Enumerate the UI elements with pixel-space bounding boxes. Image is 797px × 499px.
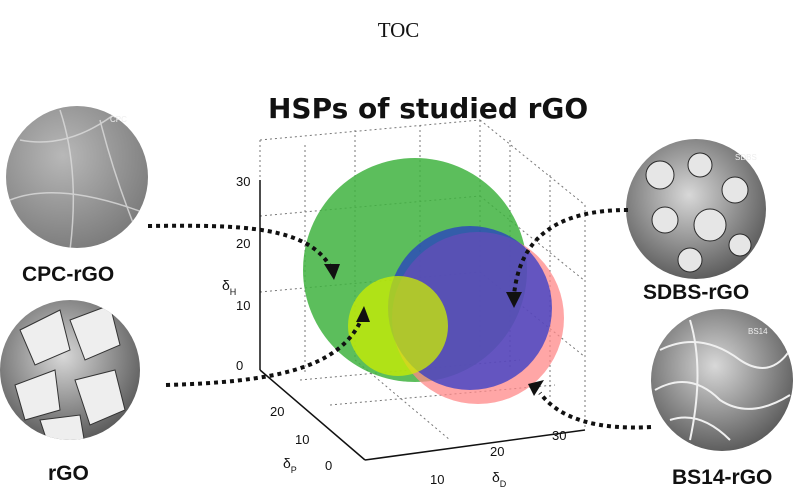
x-tick-label: 30 [552, 428, 566, 443]
arrow-sdbs-rgo [512, 208, 629, 296]
z-tick-label: 0 [236, 358, 243, 373]
x-tick-label: 20 [490, 444, 504, 459]
toc-title: TOC [377, 18, 420, 42]
z-axis: 0 10 20 30 δH [222, 174, 250, 373]
sem-image-rgo [0, 300, 140, 440]
label-sdbs-rgo: SDBS-rGO [643, 281, 750, 304]
y-tick-label: 10 [295, 432, 309, 447]
arrow-bs14-rgo [538, 391, 652, 430]
x-axis: 10 20 30 δD [430, 428, 566, 489]
z-tick-label: 20 [236, 236, 250, 251]
sem-image-sdbs-rgo: SDBS [626, 139, 766, 279]
arrowhead-icon [506, 292, 522, 308]
photo-label: BS14 [748, 327, 768, 336]
y-axis: 0 10 20 δP [270, 404, 332, 475]
photo-label: CPC [110, 115, 127, 124]
y-tick-label: 0 [325, 458, 332, 473]
arrowhead-icon [324, 264, 340, 280]
x-axis-label: δD [492, 469, 507, 489]
z-axis-label: δH [222, 277, 236, 297]
x-tick-label: 10 [430, 472, 444, 487]
sem-image-cpc-rgo: CPC [6, 106, 148, 248]
arrow-rgo [165, 317, 364, 387]
z-tick-label: 10 [236, 298, 250, 313]
arrowhead-icon [528, 380, 544, 396]
arrow-cpc-rgo [147, 223, 334, 271]
y-tick-label: 20 [270, 404, 284, 419]
chart-title: HSPs of studied rGO [268, 92, 589, 125]
z-tick-label: 30 [236, 174, 250, 189]
label-rgo: rGO [48, 462, 89, 485]
arrows [147, 208, 652, 430]
y-axis-label: δP [283, 455, 297, 475]
label-cpc-rgo: CPC-rGO [22, 263, 115, 286]
sem-image-bs14-rgo: BS14 [651, 309, 793, 451]
photo-label: SDBS [735, 153, 757, 162]
arrowhead-icon [356, 306, 370, 322]
label-bs14-rgo: BS14-rGO [672, 466, 773, 489]
arrowheads [324, 264, 544, 396]
sphere-rgo [348, 276, 448, 376]
hsp-spheres [303, 158, 564, 404]
